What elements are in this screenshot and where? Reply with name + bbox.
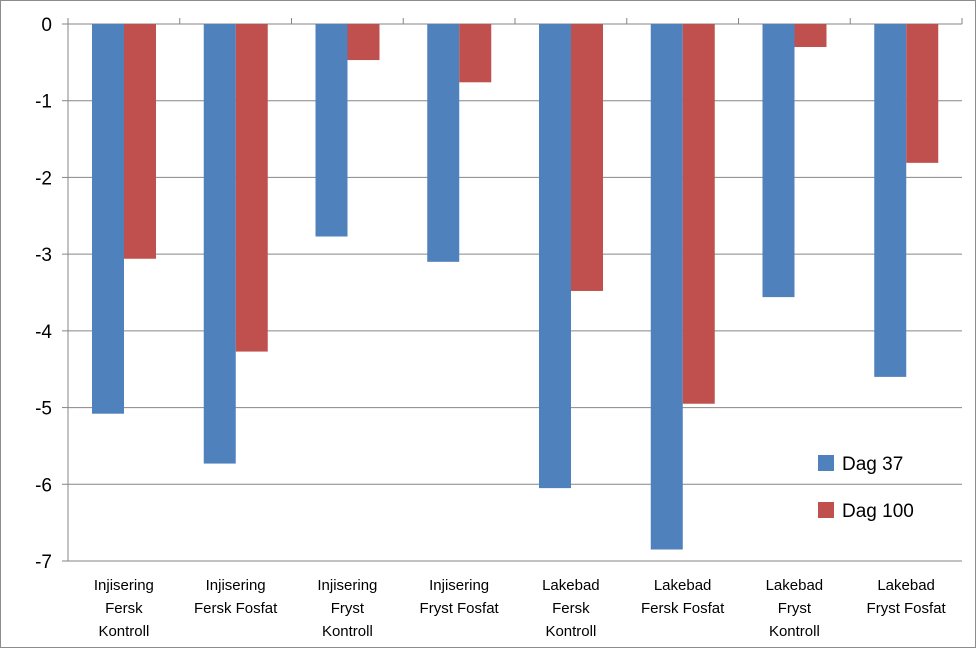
category-label: Lakebad Fryst Kontroll — [766, 577, 824, 640]
bar-dag-100 — [571, 24, 603, 291]
bar-dag-37 — [427, 24, 460, 262]
y-axis: 0 -1 -2 -3 -4 -5 -6 -7 — [35, 15, 69, 573]
bar-dag-100 — [906, 24, 939, 163]
bar-dag-37 — [762, 24, 795, 298]
bar-dag-37 — [315, 24, 348, 237]
category-label-line: Fryst — [778, 600, 812, 617]
category-label-line: Injisering — [206, 577, 266, 594]
category-label: Lakebad Fersk Fosfat — [641, 577, 725, 617]
category-label-line: Injisering — [317, 577, 377, 594]
bar-dag-100 — [347, 24, 380, 61]
category-label: Injisering Fryst Kontroll — [317, 577, 377, 640]
bar-dag-100 — [235, 24, 268, 352]
category-label-line: Kontroll — [769, 623, 820, 640]
category-label: Injisering Fryst Fosfat — [420, 577, 500, 617]
y-tick-label: 0 — [41, 15, 52, 36]
y-tick-label: -5 — [35, 399, 52, 420]
bar-dag-37 — [203, 24, 236, 464]
bar-dag-100 — [794, 24, 827, 48]
category-label-line: Injisering — [429, 577, 489, 594]
y-tick-label: -7 — [35, 552, 52, 573]
legend-swatch — [818, 502, 834, 518]
category-label-line: Fryst — [331, 600, 365, 617]
category-label: Lakebad Fersk Kontroll — [542, 577, 600, 640]
category-label: Injisering Fersk Fosfat — [194, 577, 278, 617]
category-label-line: Fersk Fosfat — [641, 600, 725, 617]
category-label-line: Kontroll — [322, 623, 373, 640]
category-label-line: Fersk — [552, 600, 590, 617]
legend-label: Dag 37 — [842, 454, 903, 475]
category-label-line: Fryst Fosfat — [420, 600, 500, 617]
legend: Dag 37 Dag 100 — [818, 454, 914, 522]
y-tick-label: -6 — [35, 475, 52, 496]
category-label-line: Lakebad — [877, 577, 935, 594]
bar-dag-100 — [682, 24, 715, 404]
category-label-line: Kontroll — [545, 623, 596, 640]
category-label-line: Fersk — [105, 600, 143, 617]
bar-dag-100 — [459, 24, 492, 83]
bar-dag-37 — [539, 24, 571, 489]
category-label-line: Kontroll — [98, 623, 149, 640]
category-label: Injisering Fersk Kontroll — [94, 577, 154, 640]
y-tick-label: -1 — [35, 92, 52, 113]
bar-dag-37 — [92, 24, 124, 414]
gridlines — [68, 23, 962, 562]
x-axis: Injisering Fersk Kontroll Injisering Fersk F… — [67, 18, 963, 640]
bar-dag-37 — [650, 24, 683, 550]
bar-dag-100 — [124, 24, 156, 259]
category-label-line: Lakebad — [542, 577, 600, 594]
legend-swatch — [818, 455, 834, 471]
category-label: Lakebad Fryst Fosfat — [867, 577, 947, 617]
bar-dag-37 — [874, 24, 907, 377]
bars — [92, 24, 939, 550]
legend-label: Dag 100 — [842, 501, 914, 522]
y-tick-label: -3 — [35, 245, 52, 266]
category-label-line: Fryst Fosfat — [867, 600, 947, 617]
category-label-line: Injisering — [94, 577, 154, 594]
category-label-line: Fersk Fosfat — [194, 600, 278, 617]
y-tick-label: -2 — [35, 168, 52, 189]
y-tick-label: -4 — [35, 322, 52, 343]
category-label-line: Lakebad — [654, 577, 712, 594]
category-label-line: Lakebad — [766, 577, 824, 594]
